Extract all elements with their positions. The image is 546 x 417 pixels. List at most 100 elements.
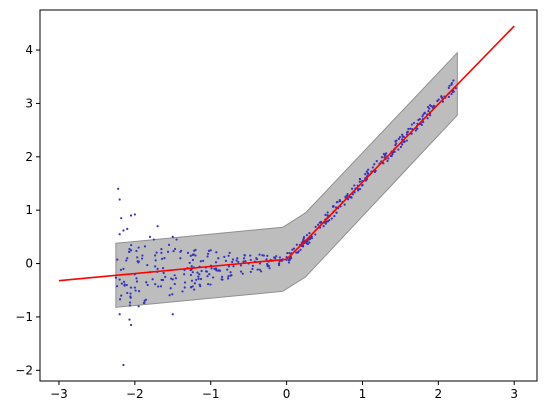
data-point <box>277 262 281 265</box>
data-point <box>169 287 172 290</box>
data-point <box>164 275 167 279</box>
data-point <box>278 256 282 259</box>
data-point <box>358 187 362 191</box>
data-point <box>383 156 386 159</box>
data-point <box>193 282 196 285</box>
data-point <box>118 313 121 316</box>
data-point <box>206 255 209 258</box>
data-point <box>397 148 400 151</box>
data-point <box>427 110 430 113</box>
data-point <box>344 195 347 198</box>
data-point <box>237 260 240 264</box>
confidence-band <box>115 51 458 308</box>
data-point <box>421 115 424 118</box>
data-point <box>199 277 203 281</box>
data-point <box>143 245 147 248</box>
data-point <box>195 278 198 281</box>
x-tick-label: −1 <box>202 387 220 401</box>
data-point <box>452 79 455 82</box>
data-point <box>325 220 328 223</box>
data-point <box>220 278 223 281</box>
data-point <box>308 241 311 244</box>
data-point <box>183 273 186 276</box>
data-point <box>128 318 131 321</box>
data-point <box>133 286 136 289</box>
x-tick-label: 1 <box>359 387 367 401</box>
fit-line-layer <box>58 25 515 282</box>
data-point <box>160 251 163 254</box>
data-point <box>261 254 264 257</box>
data-point <box>129 292 132 295</box>
data-point <box>232 265 235 268</box>
data-point <box>306 242 309 246</box>
data-point <box>338 198 341 202</box>
data-point <box>197 275 200 278</box>
data-point <box>154 259 157 262</box>
data-point <box>318 221 321 224</box>
data-point <box>230 274 233 277</box>
data-point <box>122 267 125 270</box>
data-point <box>146 283 149 287</box>
data-point <box>244 260 247 263</box>
data-point <box>172 249 175 253</box>
data-point <box>189 254 192 257</box>
data-point <box>130 243 133 247</box>
data-point <box>128 304 131 307</box>
data-point <box>437 98 440 101</box>
data-point <box>218 269 222 272</box>
data-point <box>224 259 228 262</box>
data-point <box>145 281 148 284</box>
data-point <box>193 288 196 291</box>
data-point <box>129 249 133 252</box>
data-point <box>299 248 302 251</box>
data-point <box>211 276 215 279</box>
data-point <box>412 121 416 125</box>
data-point <box>380 156 384 159</box>
data-point <box>168 294 171 297</box>
data-point <box>256 268 259 271</box>
data-point <box>249 254 252 257</box>
data-point <box>428 107 431 110</box>
data-point <box>268 267 271 270</box>
data-point <box>226 268 229 271</box>
data-point <box>397 137 400 140</box>
data-point <box>210 267 213 270</box>
data-point <box>384 154 387 157</box>
data-point <box>141 254 144 257</box>
y-tick-label: 2 <box>25 150 33 164</box>
data-point <box>265 258 268 261</box>
data-point <box>235 259 238 262</box>
data-point <box>122 229 125 232</box>
data-point <box>160 247 163 251</box>
data-point <box>258 268 261 271</box>
data-point <box>125 283 128 287</box>
data-point <box>207 283 210 286</box>
data-point <box>137 246 140 249</box>
data-point <box>414 129 417 132</box>
data-point <box>231 258 235 261</box>
data-point <box>286 251 289 255</box>
data-point <box>215 267 218 270</box>
data-point <box>119 268 123 271</box>
data-point <box>154 283 157 286</box>
data-point <box>410 123 413 126</box>
data-point <box>440 95 443 98</box>
data-point <box>387 157 390 160</box>
data-point <box>249 270 252 273</box>
data-point <box>260 270 263 273</box>
data-point <box>162 271 165 275</box>
data-point <box>398 136 402 139</box>
data-point <box>243 253 246 257</box>
data-point <box>209 249 212 252</box>
data-point <box>290 257 293 260</box>
fit-line <box>58 25 515 282</box>
data-point <box>296 251 300 254</box>
data-point <box>114 276 118 279</box>
data-point <box>200 269 203 273</box>
data-point <box>186 251 190 254</box>
data-point <box>328 219 331 222</box>
data-point <box>373 170 377 174</box>
data-point <box>161 267 165 270</box>
data-point <box>179 257 182 260</box>
